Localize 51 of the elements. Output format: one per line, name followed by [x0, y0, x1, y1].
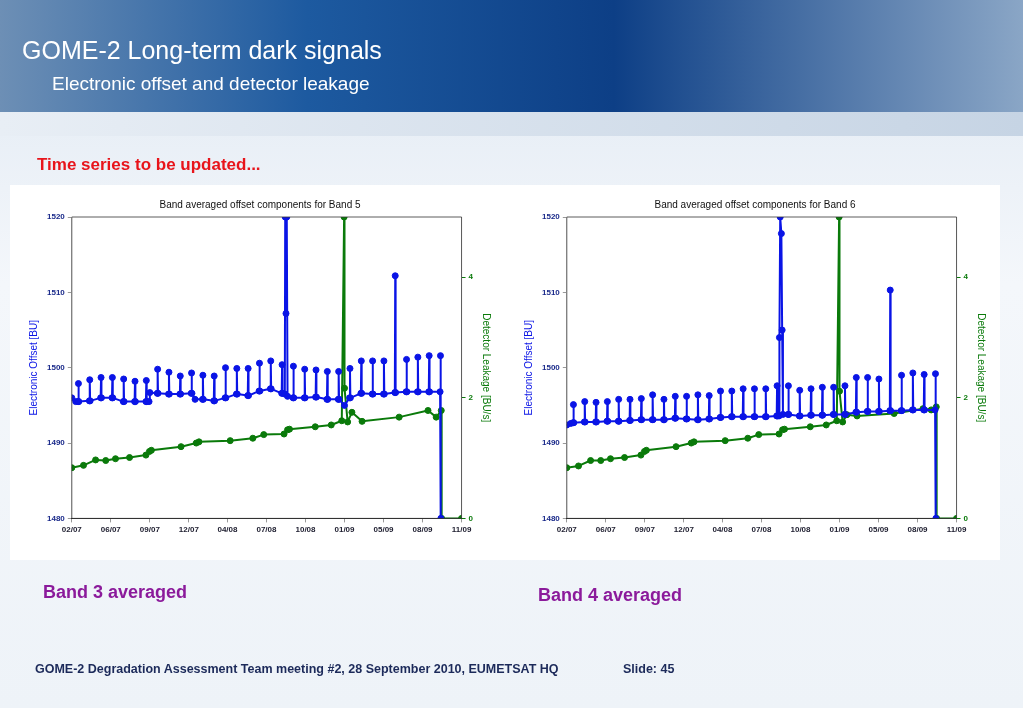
y2-tick-label: 4 — [963, 272, 969, 282]
x-tick-label: 11/09 — [946, 525, 967, 535]
chart-title: Band averaged offset components for Band 5 — [159, 198, 361, 210]
text: Band 3 averaged — [43, 582, 188, 603]
y-tick-label: 1510 — [47, 287, 66, 297]
x-tick-label: 09/07 — [139, 525, 161, 535]
y-tick-label: 1500 — [47, 362, 66, 372]
text: Band 4 averaged — [538, 585, 683, 606]
x-tick-label: 06/07 — [100, 525, 122, 535]
x-tick-label: 12/07 — [178, 525, 200, 535]
x-tick-label: 06/07 — [595, 525, 617, 535]
x-tick-label: 10/08 — [790, 525, 812, 535]
text: GOME-2 Degradation Assessment Team meeting #2, 28 September 2010, EUMETSAT HQ — [35, 662, 559, 676]
y-tick-label: 1510 — [542, 287, 561, 297]
x-tick-label: 01/09 — [334, 525, 356, 535]
y-tick-label: 1500 — [542, 362, 561, 372]
y2-tick-label: 4 — [468, 272, 474, 282]
y-axis-title: Electronic Offset [BU] — [522, 319, 534, 416]
x-tick-label: 01/09 — [829, 525, 851, 535]
x-tick-label: 11/09 — [451, 525, 472, 535]
x-tick-label: 10/08 — [295, 525, 317, 535]
y-tick-label: 1480 — [47, 513, 66, 523]
y-tick-label: 1490 — [47, 438, 66, 448]
y2-tick-label: 0 — [468, 513, 474, 523]
x-tick-label: 04/08 — [712, 525, 734, 535]
x-tick-label: 07/08 — [256, 525, 278, 535]
y2-tick-label: 2 — [963, 393, 969, 403]
y-tick-label: 1520 — [47, 212, 66, 222]
y2-axis-title: Detector Leakage [BU/s] — [976, 313, 988, 423]
x-tick-label: 04/08 — [217, 525, 239, 535]
chart-title: Band averaged offset components for Band 6 — [654, 198, 856, 210]
y2-tick-label: 2 — [468, 393, 474, 403]
y-tick-label: 1480 — [542, 513, 561, 523]
y-axis-title: Electronic Offset [BU] — [27, 319, 39, 416]
text: GOME-2 Long-term dark signals — [22, 36, 382, 65]
x-tick-label: 07/08 — [751, 525, 773, 535]
y2-tick-label: 0 — [963, 513, 969, 523]
x-tick-label: 08/09 — [907, 525, 929, 535]
y-tick-label: 1520 — [542, 212, 561, 222]
x-tick-label: 08/09 — [412, 525, 434, 535]
x-tick-label: 02/07 — [556, 525, 578, 535]
x-tick-label: 05/09 — [373, 525, 395, 535]
text: Time series to be updated... — [37, 155, 261, 175]
x-tick-label: 05/09 — [868, 525, 890, 535]
x-tick-label: 09/07 — [634, 525, 656, 535]
x-tick-label: 02/07 — [61, 525, 83, 535]
x-tick-label: 12/07 — [673, 525, 695, 535]
y2-axis-title: Detector Leakage [BU/s] — [481, 313, 493, 423]
text: Slide: 45 — [623, 662, 675, 676]
text: Electronic offset and detector leakage — [52, 73, 370, 95]
y-tick-label: 1490 — [542, 438, 561, 448]
